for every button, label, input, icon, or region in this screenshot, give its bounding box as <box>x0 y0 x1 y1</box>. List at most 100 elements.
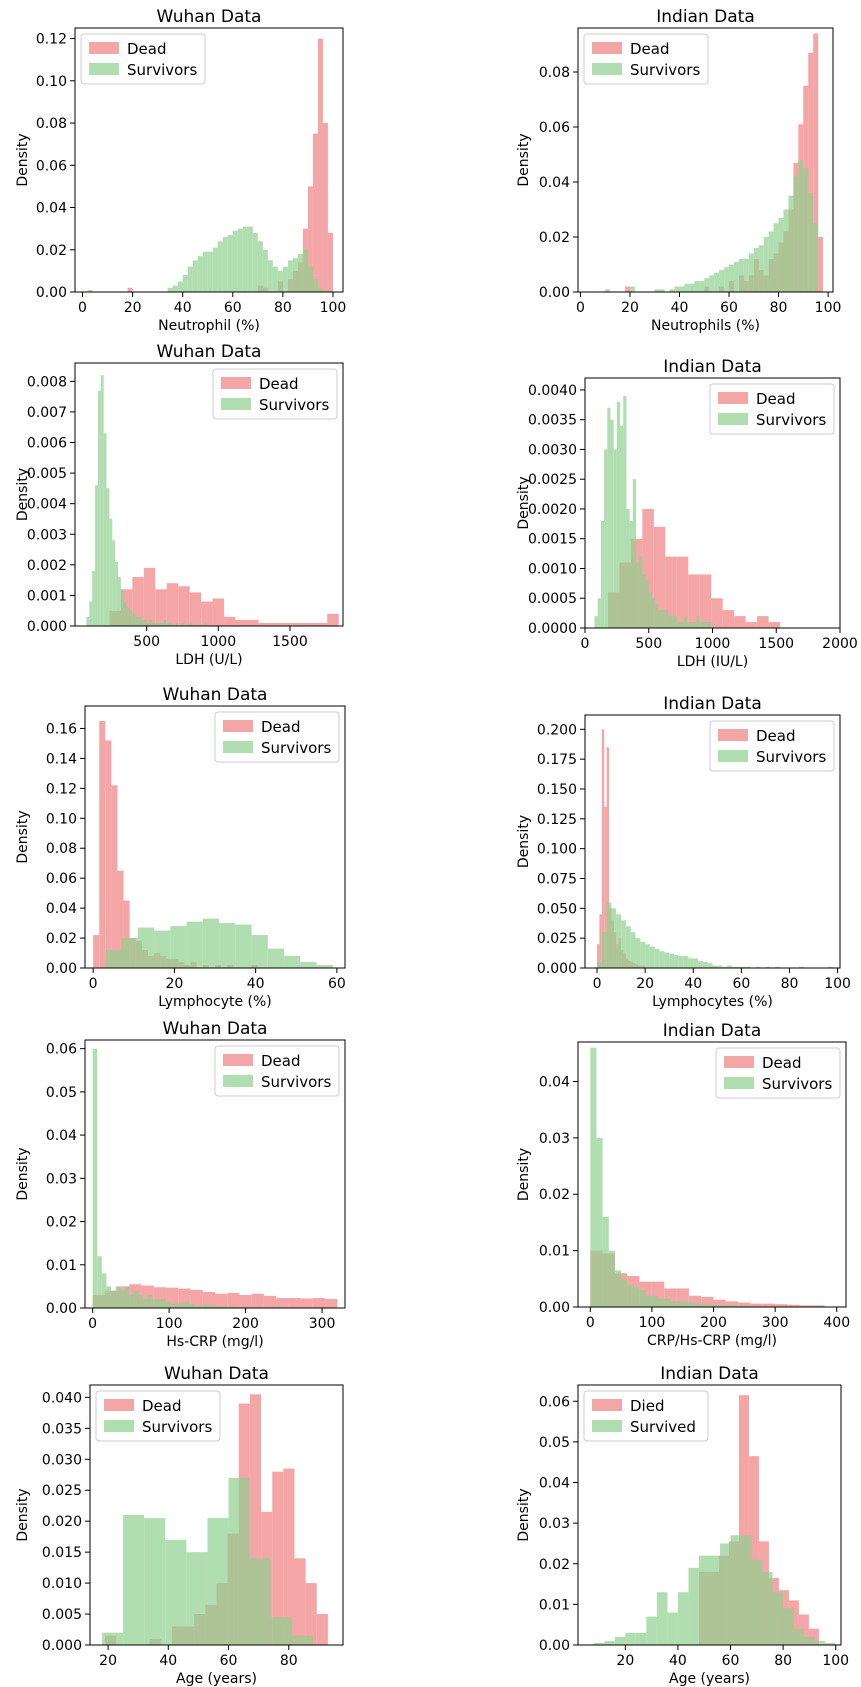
y-tick-label: 0.03 <box>539 1516 570 1532</box>
x-tick-label: 2000 <box>822 636 858 652</box>
histogram-bar <box>158 622 161 626</box>
histogram-bar <box>189 592 202 626</box>
y-tick-label: 0.04 <box>539 1476 570 1492</box>
histogram-bar <box>166 583 179 626</box>
histogram-bar <box>664 952 670 968</box>
y-tick-label: 0.000 <box>42 1638 82 1654</box>
series-survivors <box>87 226 323 292</box>
legend-swatch <box>724 1077 754 1089</box>
histogram-bar <box>120 589 124 626</box>
y-tick-label: 0.0010 <box>528 561 577 577</box>
x-tick-label: 40 <box>174 300 192 316</box>
histogram-bar <box>163 619 167 626</box>
histogram-bar <box>267 260 273 292</box>
series-survivors <box>86 375 207 626</box>
x-tick-label: 60 <box>732 976 750 992</box>
x-tick-label: 40 <box>159 1653 177 1669</box>
legend-label: Survived <box>630 1418 696 1436</box>
histogram-bar <box>709 275 715 292</box>
y-tick-label: 0.004 <box>27 497 67 513</box>
x-tick-label: 20 <box>636 976 654 992</box>
histogram-bar <box>616 401 621 628</box>
histogram-bar <box>312 133 318 292</box>
histogram-bar <box>262 249 268 292</box>
histogram-bar <box>115 1286 121 1308</box>
histogram-bar <box>813 223 819 292</box>
x-tick-label: 300 <box>309 1316 336 1332</box>
histogram-bar <box>189 622 193 626</box>
x-tick-label: 300 <box>762 1315 789 1331</box>
x-axis-label: LDH (U/L) <box>175 652 242 668</box>
histogram-bar <box>239 1295 252 1308</box>
chart-title: Indian Data <box>663 694 762 714</box>
histogram-bar <box>635 1632 647 1645</box>
y-axis-label: Density <box>516 815 532 868</box>
histogram-bar <box>282 266 288 292</box>
histogram-bar <box>193 1305 199 1308</box>
histogram-bar <box>202 1304 208 1308</box>
histogram-bar <box>601 729 605 968</box>
histogram-bar <box>746 966 751 968</box>
histogram-bar <box>667 1612 678 1645</box>
y-tick-label: 0.06 <box>36 158 67 174</box>
y-tick-label: 0.00 <box>539 1300 570 1316</box>
legend-swatch <box>223 1054 253 1066</box>
x-tick-label: 80 <box>274 300 292 316</box>
histogram-bar <box>683 956 689 968</box>
y-tick-label: 0.05 <box>539 1435 570 1451</box>
y-tick-label: 0.006 <box>27 436 67 452</box>
histogram-bar <box>177 281 183 292</box>
histogram-bar <box>202 251 208 292</box>
histogram-bar <box>730 1535 742 1645</box>
legend-label: Died <box>630 1397 664 1415</box>
histogram-bar <box>111 1290 116 1308</box>
histogram-bar <box>292 622 305 626</box>
histogram-bar <box>325 1298 338 1308</box>
histogram-bar <box>642 574 646 628</box>
legend-label: Dead <box>261 718 301 736</box>
x-tick-label: 60 <box>224 300 242 316</box>
histogram-bar <box>625 1632 636 1645</box>
histogram-bar <box>702 962 708 968</box>
histogram-bar <box>701 1304 708 1307</box>
histogram-bar <box>235 924 252 968</box>
histogram-bar <box>610 419 614 628</box>
x-tick-label: 100 <box>156 1316 183 1332</box>
legend: Dead Survivors <box>214 1045 340 1097</box>
histogram-bar <box>724 267 730 292</box>
histogram-bar <box>127 287 133 292</box>
y-tick-label: 0.08 <box>539 65 570 81</box>
histogram-bar <box>753 248 759 292</box>
histogram-bar <box>140 619 144 626</box>
histogram-bar <box>170 926 187 968</box>
histogram-bar <box>317 38 323 293</box>
histogram-bar <box>768 622 781 628</box>
histogram-bar <box>178 586 190 626</box>
histogram-bar <box>147 1295 153 1308</box>
histogram-bar <box>793 1628 805 1645</box>
histogram-bar <box>120 1290 125 1308</box>
histogram-bar <box>594 616 598 628</box>
y-tick-label: 0.007 <box>27 405 67 421</box>
y-tick-label: 0.075 <box>537 871 577 887</box>
histogram-bar <box>654 289 660 292</box>
histogram-bar <box>712 965 718 968</box>
histogram-bar <box>738 1395 749 1645</box>
histogram-bar <box>725 1301 739 1307</box>
y-tick-label: 0.03 <box>46 1171 77 1187</box>
x-tick-label: 60 <box>722 1653 740 1669</box>
histogram-bar <box>704 278 710 292</box>
y-tick-label: 0.10 <box>36 74 67 90</box>
histogram-bar <box>614 1636 626 1646</box>
histogram-bar <box>192 260 198 292</box>
y-tick-label: 0.08 <box>46 841 77 857</box>
histogram-bar <box>230 1306 235 1308</box>
histogram-bar <box>688 1302 696 1307</box>
histogram-bar <box>203 622 207 626</box>
y-axis-label: Density <box>15 810 31 863</box>
histogram-bar <box>169 622 173 626</box>
histogram-bar <box>604 449 608 628</box>
x-tick-label: 20 <box>616 1653 634 1669</box>
histogram-bar <box>758 245 764 292</box>
histogram-bar <box>765 966 771 968</box>
